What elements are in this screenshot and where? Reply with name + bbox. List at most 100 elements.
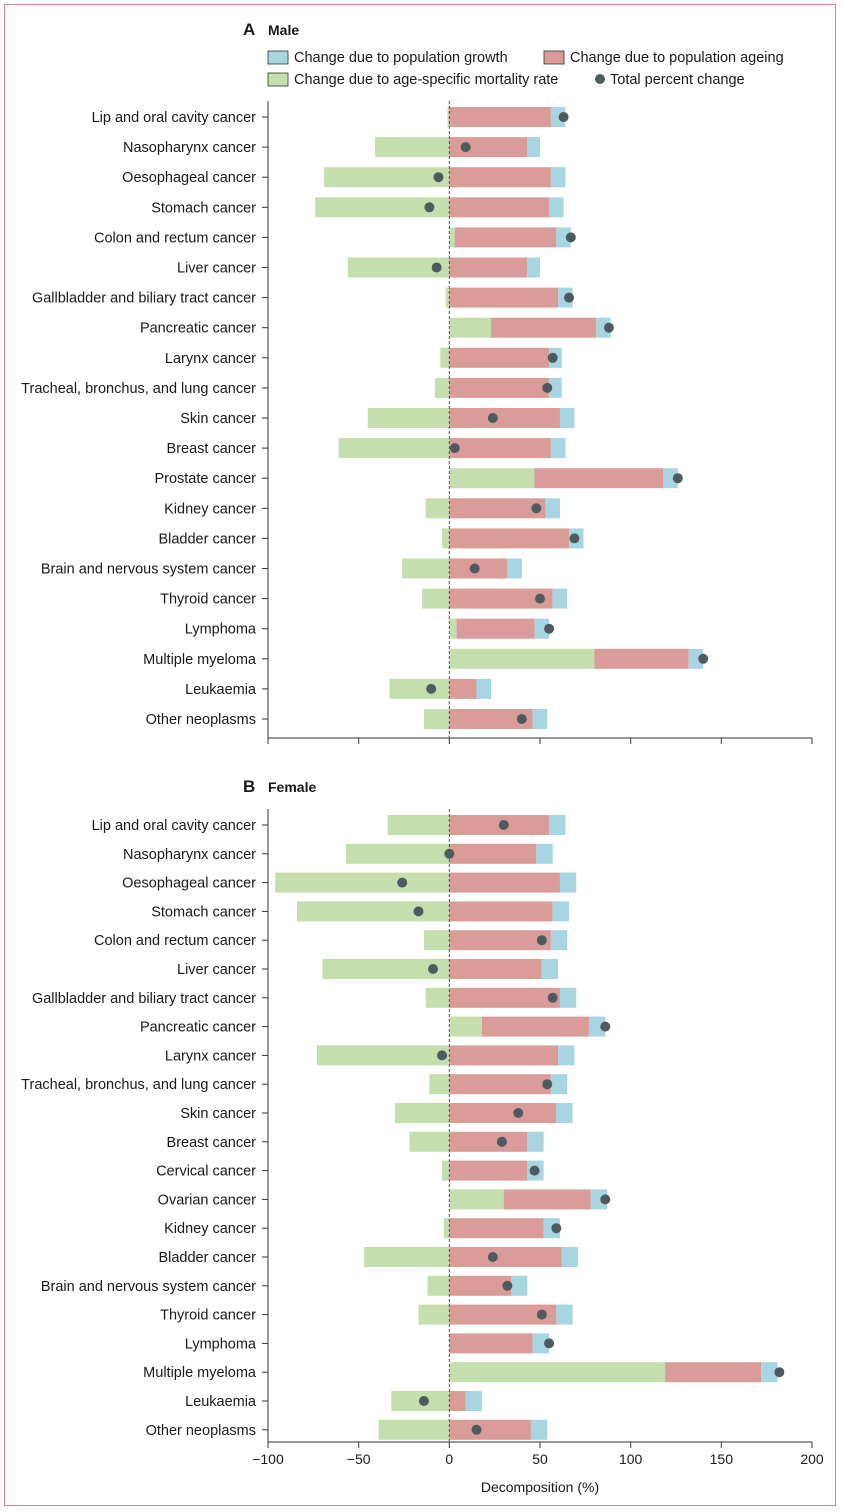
panel-a-other-neoplasms-growth-bar: [532, 709, 548, 729]
panel-b-kidney-cancer-ageing-bar: [449, 1218, 544, 1239]
panel-b-stomach-cancer-total-marker: [413, 906, 424, 917]
panel-a-bladder-cancer-label: Bladder cancer: [158, 531, 256, 547]
panel-a-stomach-cancer-total-marker: [424, 202, 435, 213]
panel-b-ovarian-cancer-ageing-bar: [503, 1189, 591, 1210]
panel-b-larynx-cancer-growth-bar: [558, 1045, 575, 1066]
panel-b-stomach-cancer-growth-bar: [552, 901, 570, 922]
panel-a-brain-and-nervous-system-cancer-growth-bar: [507, 558, 522, 579]
panel-b-x-tick-label: −50: [347, 1451, 371, 1467]
panel-b-breast-cancer-growth-bar: [527, 1131, 544, 1152]
panel-b-brain-and-nervous-system-cancer-ageing-bar: [449, 1275, 511, 1296]
panel-a-nasopharynx-cancer-label: Nasopharynx cancer: [123, 140, 256, 156]
panel-b-ovarian-cancer-total-marker: [600, 1194, 611, 1205]
panel-b-cervical-cancer-ageing-bar: [449, 1160, 528, 1181]
panel-a-brain-and-nervous-system-cancer-label: Brain and nervous system cancer: [41, 562, 256, 578]
panel-a-letter: A: [243, 20, 255, 39]
panel-b-other-neoplasms-label: Other neoplasms: [146, 1423, 256, 1439]
panel-b-bladder-cancer-total-marker: [487, 1252, 498, 1262]
panel-b-bladder-cancer-mortality-bar: [364, 1247, 450, 1267]
panel-b-brain-and-nervous-system-cancer-label: Brain and nervous system cancer: [41, 1279, 256, 1295]
panel-a-pancreatic-cancer-growth-bar: [596, 317, 611, 338]
panel-a-breast-cancer-total-marker: [449, 443, 460, 454]
panel-a-bladder-cancer-ageing-bar: [449, 528, 570, 549]
panel-a-multiple-myeloma-mortality-bar: [449, 648, 595, 669]
panel-b-larynx-cancer-ageing-bar: [449, 1045, 559, 1066]
panel-b-breast-cancer-total-marker: [496, 1136, 507, 1147]
panel-a-gallbladder-and-biliary-tract-cancer-ageing-bar: [449, 287, 559, 308]
panel-b-x-tick-label: −100: [252, 1451, 284, 1467]
legend-mortality-swatch: [267, 72, 289, 87]
panel-b-x-tick-label: 50: [532, 1451, 548, 1467]
panel-b-lymphoma-total-marker: [544, 1338, 555, 1349]
panel-a-gallbladder-and-biliary-tract-cancer-label: Gallbladder and biliary tract cancer: [32, 291, 256, 307]
panel-b-thyroid-cancer-label: Thyroid cancer: [160, 1308, 256, 1324]
panel-b-tracheal-bronchus-and-lung-cancer-growth-bar: [550, 1074, 568, 1095]
panel-a-thyroid-cancer-label: Thyroid cancer: [160, 592, 256, 608]
panel-a-leukaemia-mortality-bar: [389, 678, 450, 699]
panel-b-liver-cancer-growth-bar: [541, 959, 559, 979]
panel-b-skin-cancer-growth-bar: [556, 1103, 573, 1123]
panel-b-x-tick-label: 0: [445, 1451, 453, 1467]
panel-a-leukaemia-label: Leukaemia: [185, 682, 257, 698]
panel-b-larynx-cancer-total-marker: [437, 1050, 448, 1061]
panel-b-skin-cancer-label: Skin cancer: [180, 1106, 256, 1122]
panel-b-tracheal-bronchus-and-lung-cancer-mortality-bar: [429, 1074, 450, 1095]
panel-a-colon-and-rectum-cancer-growth-bar: [556, 227, 571, 248]
panel-a-other-neoplasms-total-marker: [516, 714, 527, 724]
panel-b-bladder-cancer-ageing-bar: [449, 1247, 562, 1267]
panel-a-title: Male: [268, 22, 299, 38]
panel-a-breast-cancer-label: Breast cancer: [167, 441, 257, 457]
panel-a-larynx-cancer-total-marker: [547, 352, 558, 363]
panel-b-nasopharynx-cancer-growth-bar: [536, 843, 553, 864]
panel-b-other-neoplasms-total-marker: [471, 1424, 482, 1435]
panel-b-breast-cancer-ageing-bar: [449, 1131, 528, 1152]
panel-a-tracheal-bronchus-and-lung-cancer-mortality-bar: [434, 377, 450, 398]
panel-a-thyroid-cancer-growth-bar: [552, 588, 568, 609]
panel-a-bladder-cancer-mortality-bar: [442, 528, 450, 549]
panel-a-liver-cancer-total-marker: [431, 262, 442, 273]
panel-a-other-neoplasms-label: Other neoplasms: [146, 712, 256, 728]
panel-a-larynx-cancer-label: Larynx cancer: [165, 351, 256, 367]
panel-b-pancreatic-cancer-label: Pancreatic cancer: [140, 1020, 256, 1036]
panel-a-kidney-cancer-growth-bar: [545, 498, 560, 519]
panel-a-bladder-cancer-total-marker: [569, 533, 580, 544]
panel-b-liver-cancer-total-marker: [428, 964, 439, 974]
panel-b-breast-cancer-label: Breast cancer: [167, 1135, 257, 1151]
panel-a-multiple-myeloma-ageing-bar: [594, 648, 689, 669]
panel-b-liver-cancer-ageing-bar: [449, 959, 542, 979]
panel-a-lymphoma-ageing-bar: [456, 618, 535, 639]
panel-b-title: Female: [268, 779, 316, 795]
panel-b-skin-cancer-ageing-bar: [449, 1103, 557, 1123]
legend-total-marker: [595, 74, 605, 84]
panel-b-lymphoma-label: Lymphoma: [185, 1336, 257, 1352]
panel-b-oesophageal-cancer-label: Oesophageal cancer: [122, 876, 256, 892]
panel-a-nasopharynx-cancer-total-marker: [460, 142, 471, 153]
panel-b-leukaemia-label: Leukaemia: [185, 1394, 257, 1410]
panel-b-x-tick-label: 100: [619, 1451, 643, 1467]
panel-a-oesophageal-cancer-label: Oesophageal cancer: [122, 170, 256, 186]
panel-a-kidney-cancer-label: Kidney cancer: [164, 501, 256, 517]
panel-a-gallbladder-and-biliary-tract-cancer-total-marker: [564, 292, 575, 303]
panel-b-oesophageal-cancer-growth-bar: [559, 872, 577, 893]
panel-b-nasopharynx-cancer-label: Nasopharynx cancer: [123, 847, 256, 863]
panel-b-larynx-cancer-mortality-bar: [316, 1045, 450, 1066]
panel-b-stomach-cancer-mortality-bar: [297, 901, 450, 922]
panel-a-skin-cancer-growth-bar: [559, 408, 575, 428]
panel-a-brain-and-nervous-system-cancer-total-marker: [469, 563, 480, 574]
panel-b-multiple-myeloma-growth-bar: [761, 1362, 778, 1383]
panel-b-skin-cancer-total-marker: [513, 1108, 524, 1118]
panel-a-stomach-cancer-ageing-bar: [449, 197, 550, 218]
panel-b-letter: B: [243, 777, 255, 796]
panel-b-brain-and-nervous-system-cancer-growth-bar: [510, 1275, 528, 1296]
panel-b-nasopharynx-cancer-mortality-bar: [345, 843, 450, 864]
panel-a-lymphoma-growth-bar: [534, 618, 550, 639]
panel-a-prostate-cancer-growth-bar: [663, 468, 678, 489]
panel-a-oesophageal-cancer-total-marker: [433, 172, 444, 183]
panel-a-oesophageal-cancer-ageing-bar: [449, 167, 551, 188]
panel-a-pancreatic-cancer-ageing-bar: [491, 317, 597, 338]
panel-a-pancreatic-cancer-mortality-bar: [449, 317, 492, 338]
panel-a-nasopharynx-cancer-ageing-bar: [449, 137, 528, 158]
panel-a-multiple-myeloma-growth-bar: [688, 648, 704, 669]
panel-b-stomach-cancer-ageing-bar: [449, 901, 553, 922]
panel-a-leukaemia-total-marker: [426, 683, 437, 694]
